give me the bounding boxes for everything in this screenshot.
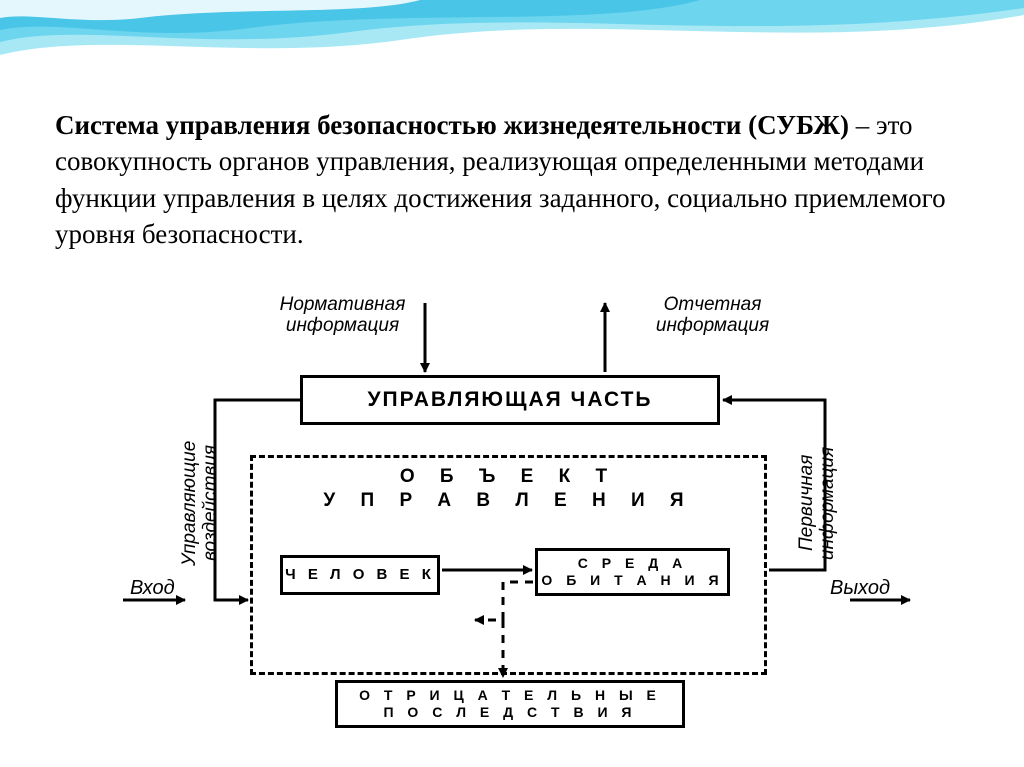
diagram: Нормативная информация Отчетная информац…: [105, 300, 920, 730]
definition-paragraph: Система управления безопасностью жизнеде…: [55, 80, 965, 280]
header-wave: [0, 0, 1024, 80]
title-bold: Система управления безопасностью жизнеде…: [55, 110, 849, 140]
diagram-arrows: [105, 300, 920, 730]
